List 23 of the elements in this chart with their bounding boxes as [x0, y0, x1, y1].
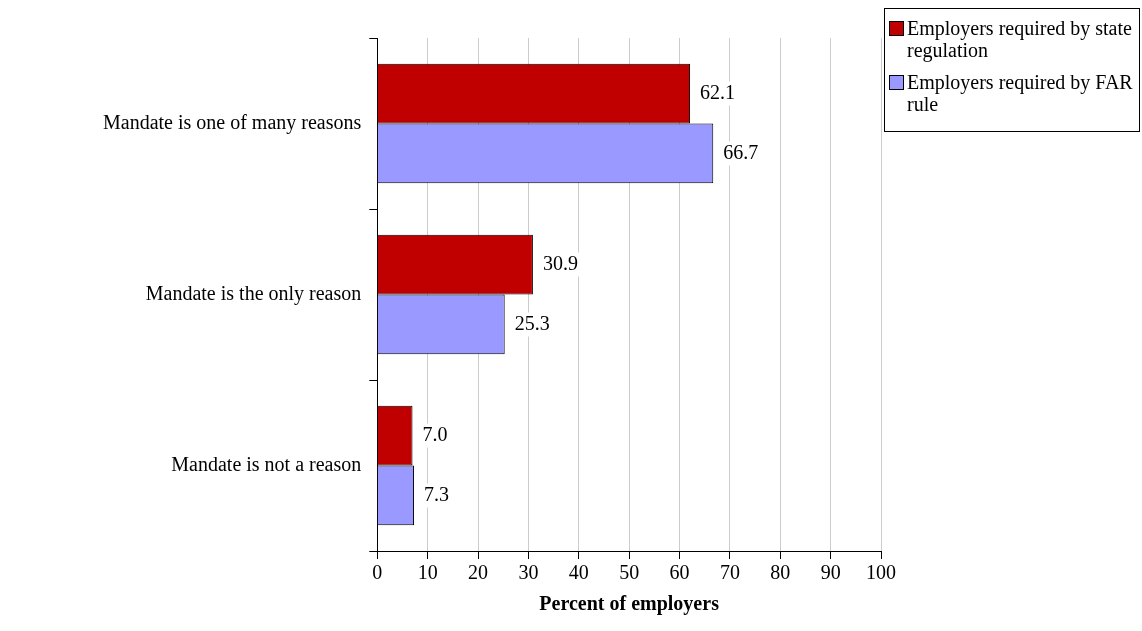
data-label: 62.1 — [700, 80, 736, 103]
x-tick-label: 90 — [820, 561, 841, 584]
x-tick-label: 100 — [866, 561, 896, 584]
y-tick-label: Mandate is the only reason — [145, 281, 362, 305]
x-axis-title: Percent of employers — [539, 592, 720, 616]
x-tick-label: 50 — [619, 561, 640, 584]
x-tick-label: 10 — [417, 561, 438, 584]
data-label: 7.3 — [424, 482, 450, 505]
legend-label: Employers required by FAR rule — [907, 71, 1134, 115]
x-tick-label: 0 — [372, 561, 383, 584]
x-tick-label: 20 — [468, 561, 489, 584]
data-label: 7.0 — [422, 422, 448, 445]
data-label: 25.3 — [514, 311, 550, 334]
x-tick-label: 40 — [568, 561, 589, 584]
x-tick-label: 60 — [669, 561, 690, 584]
legend-label: Employers required by state regulation — [907, 17, 1133, 61]
x-tick-label: 70 — [719, 561, 740, 584]
x-tick-label: 80 — [770, 561, 791, 584]
y-tick-label: Mandate is not a reason — [171, 452, 362, 475]
data-label: 66.7 — [723, 140, 759, 163]
data-label: 30.9 — [542, 251, 578, 274]
y-tick-label: Mandate is one of many reasons — [103, 110, 362, 134]
x-tick-label: 30 — [518, 561, 539, 584]
